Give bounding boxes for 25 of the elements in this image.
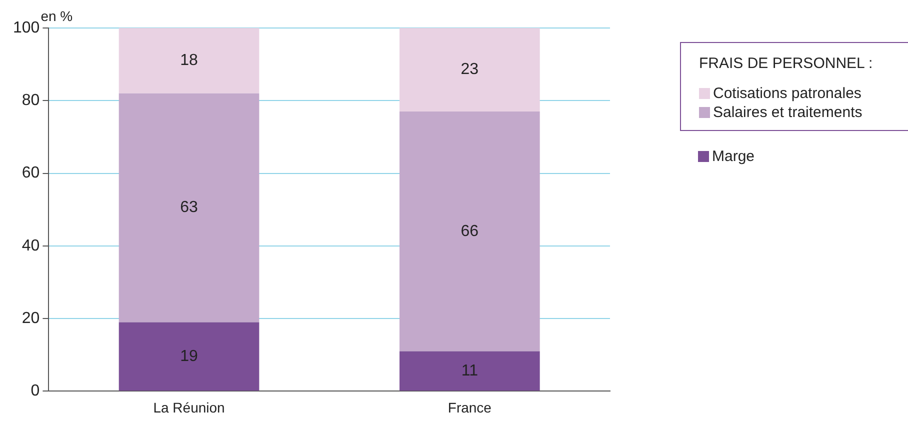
y-tick-label: 20 xyxy=(22,310,40,327)
y-axis-title: en % xyxy=(40,8,73,24)
bar xyxy=(400,351,540,391)
y-tick-label: 100 xyxy=(12,19,40,36)
bar xyxy=(118,322,260,391)
bar xyxy=(118,93,260,322)
legend-label: Salaires et traitements xyxy=(713,103,862,122)
legend-label: Marge xyxy=(712,147,755,166)
y-tick-label: 40 xyxy=(22,237,40,254)
data-label: 66 xyxy=(460,222,479,240)
y-tick-label: 0 xyxy=(30,382,40,400)
legend-title: FRAIS DE PERSONNEL : xyxy=(699,55,874,72)
legend-label: Cotisations patronales xyxy=(713,84,862,103)
bar xyxy=(400,112,540,352)
data-label: 63 xyxy=(180,199,198,216)
x-tick-label: France xyxy=(448,399,492,416)
data-label: 18 xyxy=(180,52,198,70)
y-tick-label: 60 xyxy=(22,164,40,182)
bar xyxy=(400,28,540,112)
data-label: 19 xyxy=(180,348,198,365)
bar xyxy=(118,28,260,94)
x-tick-label: La Réunion xyxy=(153,399,225,416)
data-label: 11 xyxy=(461,362,478,380)
y-tick-label: 80 xyxy=(22,92,40,110)
data-label: 23 xyxy=(460,61,479,78)
